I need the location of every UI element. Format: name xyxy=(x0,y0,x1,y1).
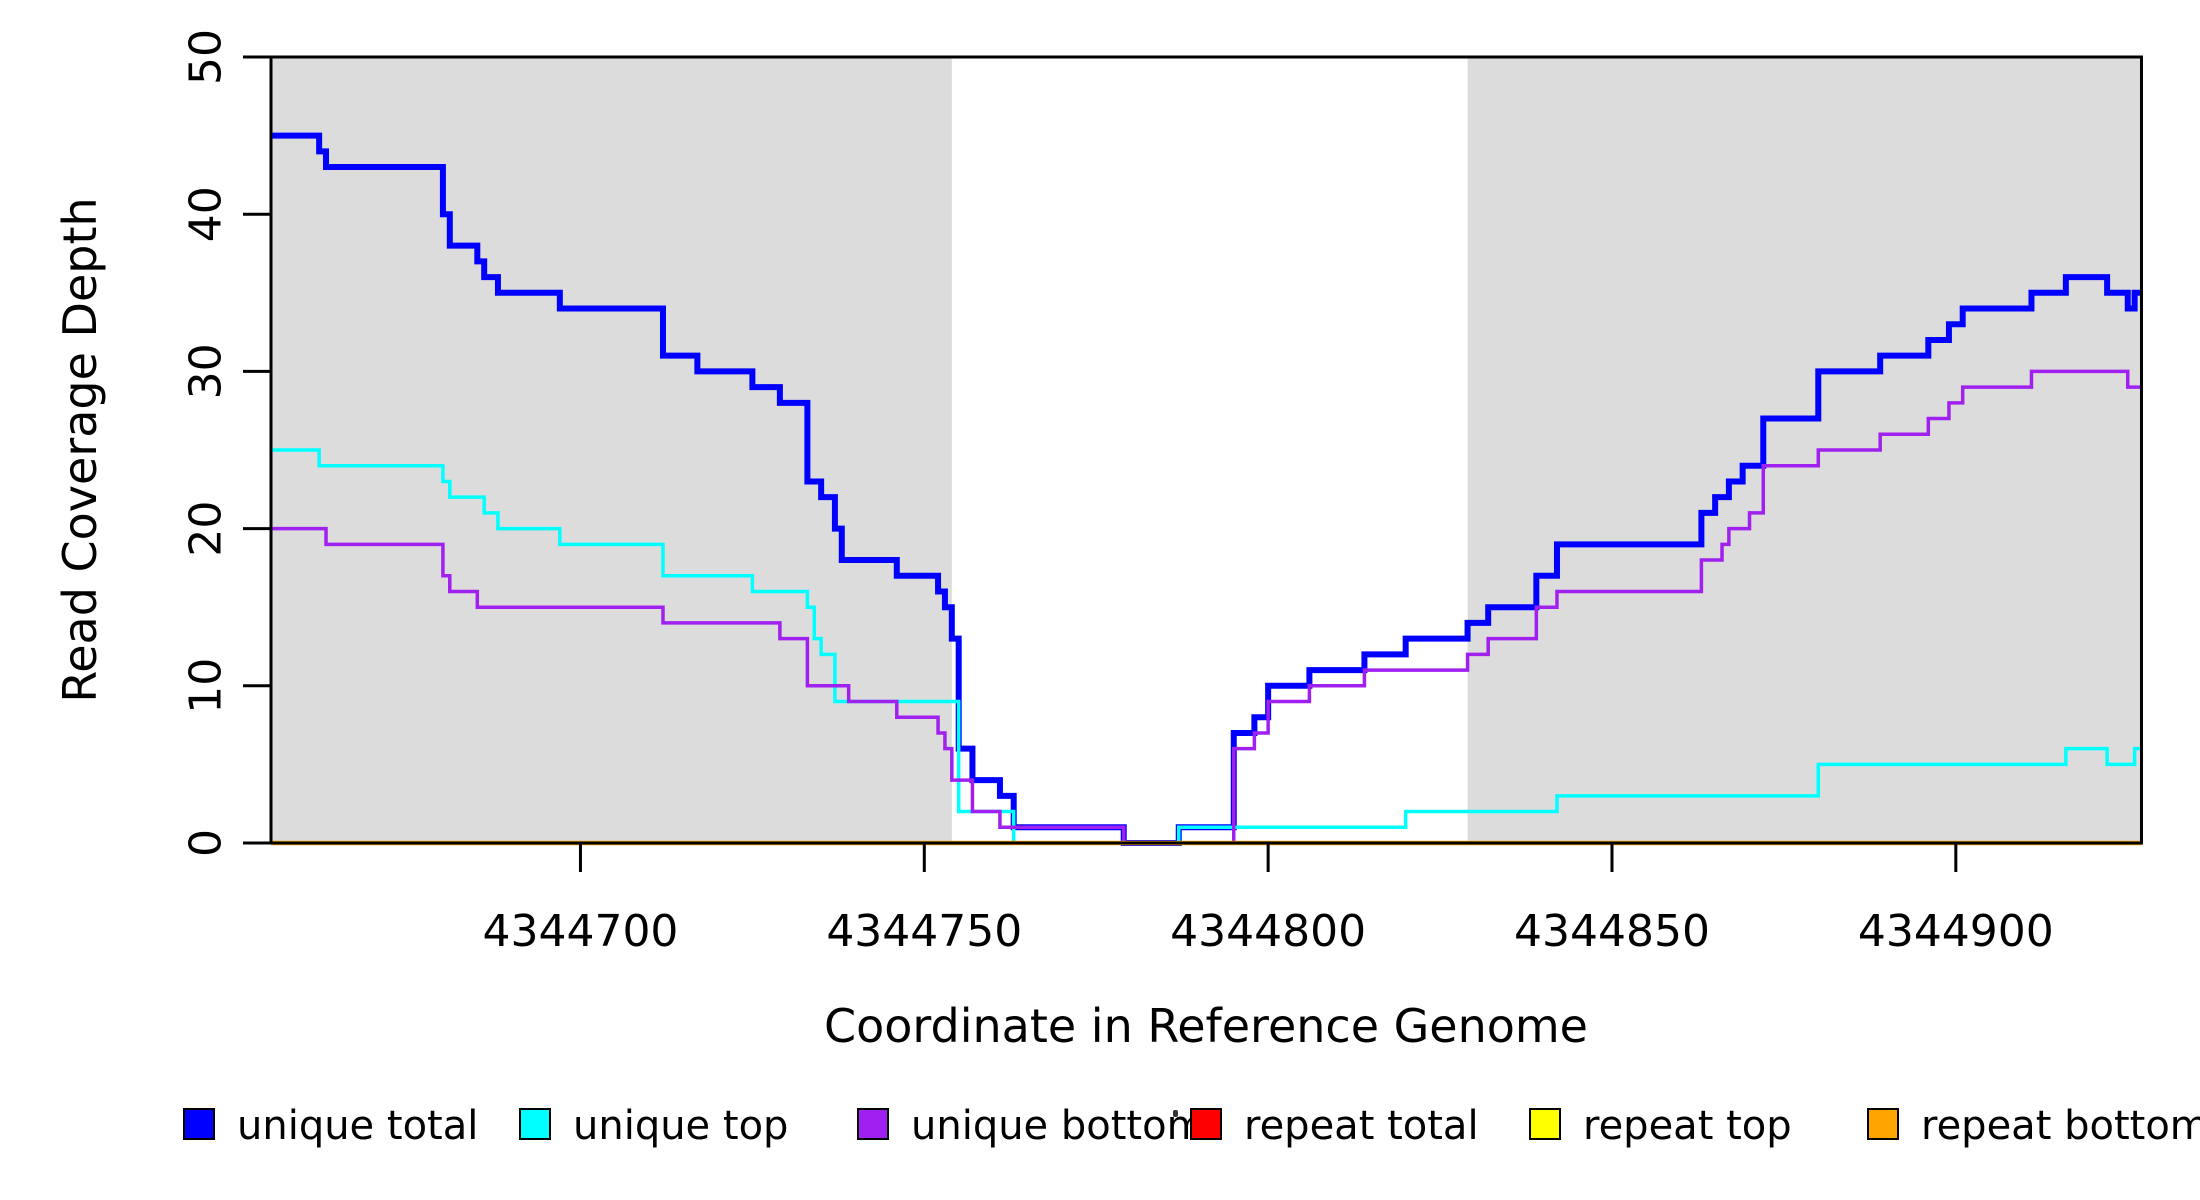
y-tick-label: 0 xyxy=(181,829,232,857)
y-axis-title: Read Coverage Depth xyxy=(53,197,107,702)
x-tick-label: 4344800 xyxy=(1170,906,1366,957)
x-axis-title: Coordinate in Reference Genome xyxy=(824,999,1588,1053)
y-tick-label: 40 xyxy=(181,186,232,242)
x-tick-label: 4344750 xyxy=(826,906,1022,957)
y-tick-label: 10 xyxy=(181,658,232,714)
x-tick-label: 4344900 xyxy=(1858,906,2054,957)
series-line-unique-top xyxy=(271,448,2142,845)
y-tick-label: 30 xyxy=(181,343,232,399)
x-tick-label: 4344700 xyxy=(482,906,678,957)
plot-frame-and-ticks xyxy=(243,55,2143,872)
shaded-region-1 xyxy=(1467,57,2142,843)
series-line-unique-bottom xyxy=(271,369,2142,845)
x-tick-label: 4344850 xyxy=(1514,906,1710,957)
tick-labels: 4344700 4344750 4344800 4344850 4344900 0 10 20… xyxy=(181,29,2054,957)
shaded-regions xyxy=(271,57,2142,843)
stray-dot xyxy=(1173,1110,1178,1117)
plot-box xyxy=(269,55,2143,845)
shaded-region-0 xyxy=(271,57,952,843)
y-tick-label: 20 xyxy=(181,501,232,557)
y-tick-label: 50 xyxy=(181,29,232,85)
